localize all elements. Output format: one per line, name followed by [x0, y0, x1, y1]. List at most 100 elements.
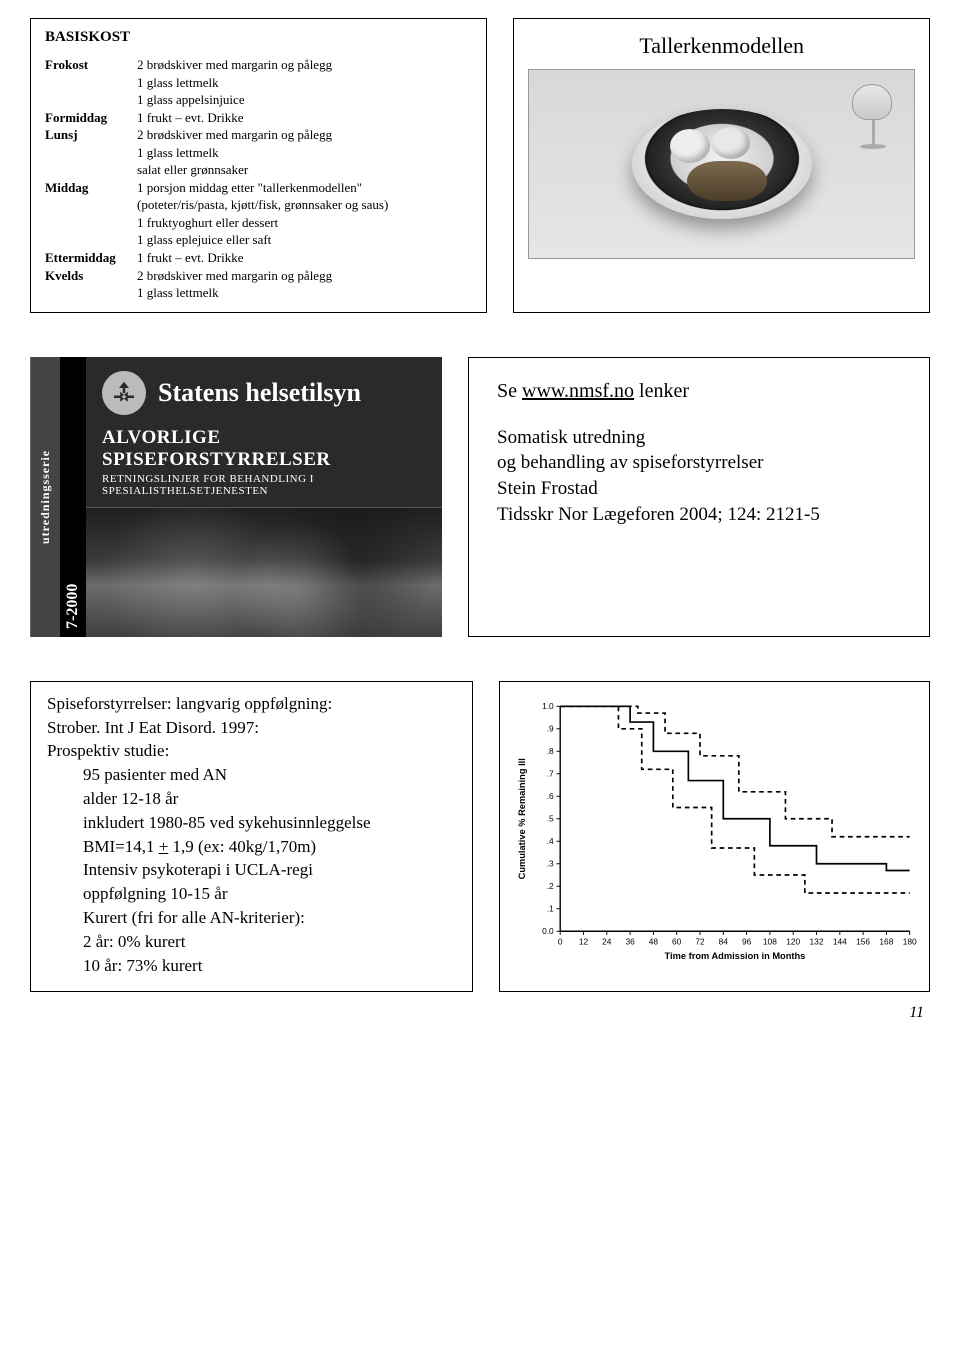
svg-text:.7: .7 [547, 769, 554, 779]
meal-label: Formiddag [45, 109, 137, 127]
svg-text:144: 144 [833, 936, 847, 946]
strober-line: inkludert 1980-85 ved sykehusinnleggelse [47, 811, 456, 835]
meal-item: 1 glass lettmelk [137, 144, 332, 162]
cover-image [86, 507, 442, 637]
svg-text:36: 36 [625, 936, 635, 946]
meal-item: 2 brødskiver med margarin og pålegg [137, 267, 332, 285]
meal-row: Formiddag1 frukt – evt. Drikke [45, 109, 472, 127]
svg-text:.3: .3 [547, 859, 554, 869]
row-1: BASISKOST Frokost2 brødskiver med margar… [30, 18, 930, 313]
meal-item: 1 glass appelsinjuice [137, 91, 332, 109]
svg-text:168: 168 [879, 936, 893, 946]
svg-text:96: 96 [742, 936, 752, 946]
page-number: 11 [30, 1004, 930, 1022]
svg-text:.2: .2 [547, 881, 554, 891]
strober-line: Intensiv psykoterapi i UCLA-regi [47, 858, 456, 882]
row-2: utredningsserie 7-2000 Statens helsetils… [30, 357, 930, 637]
lenker-line: og behandling av spiseforstyrrelser [497, 450, 909, 476]
svg-text:48: 48 [649, 936, 659, 946]
meal-item: 1 glass eplejuice eller saft [137, 231, 388, 249]
issue-number: 7-2000 [60, 357, 86, 637]
meal-item: 1 porsjon middag etter "tallerkenmodelle… [137, 179, 388, 197]
meal-item: salat eller grønnsaker [137, 161, 332, 179]
meal-label: Ettermiddag [45, 249, 137, 267]
meal-item: 2 brødskiver med margarin og pålegg [137, 126, 332, 144]
strober-panel: Spiseforstyrrelser: langvarig oppfølgnin… [30, 681, 473, 993]
lenker-line: Stein Frostad [497, 476, 909, 502]
strober-heading: Spiseforstyrrelser: langvarig oppfølgnin… [47, 694, 456, 714]
meal-items: 1 porsjon middag etter "tallerkenmodelle… [137, 179, 388, 249]
strober-sub: Prospektiv studie: [47, 739, 456, 763]
meal-items: 1 frukt – evt. Drikke [137, 109, 244, 127]
meal-items: 2 brødskiver med margarin og pålegg1 gla… [137, 56, 332, 109]
meal-items: 2 brødskiver med margarin og pålegg1 gla… [137, 267, 332, 302]
basiskost-panel: BASISKOST Frokost2 brødskiver med margar… [30, 18, 487, 313]
svg-text:120: 120 [786, 936, 800, 946]
meal-label: Lunsj [45, 126, 137, 179]
meal-list: Frokost2 brødskiver med margarin og påle… [45, 56, 472, 302]
strober-ref: Strober. Int J Eat Disord. 1997: [47, 716, 456, 740]
lenker-heading: Se www.nmsf.no lenker [497, 380, 909, 403]
svg-text:24: 24 [602, 936, 612, 946]
meal-items: 2 brødskiver med margarin og pålegg1 gla… [137, 126, 332, 179]
svg-text:156: 156 [856, 936, 870, 946]
plate-illustration [528, 69, 915, 259]
meal-label: Kvelds [45, 267, 137, 302]
meal-row: Middag1 porsjon middag etter "tallerkenm… [45, 179, 472, 249]
meal-item: 1 frukt – evt. Drikke [137, 249, 244, 267]
lenker-link[interactable]: www.nmsf.no [522, 380, 634, 402]
strober-line: oppfølgning 10-15 år [47, 882, 456, 906]
sidebar-label: utredningsserie [30, 357, 60, 637]
survival-svg: 0.0.1.2.3.4.5.6.7.8.91.00122436486072849… [510, 697, 919, 976]
meal-item: 1 glass lettmelk [137, 284, 332, 302]
meal-item: 1 glass lettmelk [137, 74, 332, 92]
strober-bullets: 95 pasienter med ANalder 12-18 årinklude… [47, 763, 456, 977]
strober-line: Kurert (fri for alle AN-kriterier): [47, 906, 456, 930]
meal-item: 2 brødskiver med margarin og pålegg [137, 56, 332, 74]
meal-row: Kvelds2 brødskiver med margarin og påleg… [45, 267, 472, 302]
meal-row: Lunsj2 brødskiver med margarin og pålegg… [45, 126, 472, 179]
svg-text:Time from Admission in Months: Time from Admission in Months [665, 951, 806, 961]
meal-label: Frokost [45, 56, 137, 109]
meal-item: 1 frukt – evt. Drikke [137, 109, 244, 127]
svg-text:.4: .4 [547, 836, 554, 846]
svg-text:12: 12 [579, 936, 589, 946]
svg-text:72: 72 [695, 936, 705, 946]
svg-text:.6: .6 [547, 791, 554, 801]
meal-label: Middag [45, 179, 137, 249]
svg-text:108: 108 [763, 936, 777, 946]
svg-text:Cumulative % Remaining Ill: Cumulative % Remaining Ill [517, 758, 527, 879]
lenker-line: Somatisk utredning [497, 425, 909, 451]
svg-text:.9: .9 [547, 724, 554, 734]
lenker-line: Tidsskr Nor Lægeforen 2004; 124: 2121-5 [497, 502, 909, 528]
svg-text:.8: .8 [547, 746, 554, 756]
cover-subtitle: RETNINGSLINJER FOR BEHANDLING I SPESIALI… [86, 471, 442, 507]
svg-text:1.0: 1.0 [542, 701, 554, 711]
helsetilsyn-cover: utredningsserie 7-2000 Statens helsetils… [30, 357, 442, 637]
lenker-panel: Se www.nmsf.no lenker Somatisk utredning… [468, 357, 930, 637]
strober-line: BMI=14,1 + 1,9 (ex: 40kg/1,70m) [47, 835, 456, 859]
lenker-suffix: lenker [634, 380, 689, 402]
strober-line: alder 12-18 år [47, 787, 456, 811]
strober-line: 10 år: 73% kurert [47, 954, 456, 978]
svg-text:0.0: 0.0 [542, 926, 554, 936]
svg-text:.5: .5 [547, 814, 554, 824]
row-3: Spiseforstyrrelser: langvarig oppfølgnin… [30, 681, 930, 993]
strober-line: 95 pasienter med AN [47, 763, 456, 787]
svg-text:0: 0 [558, 936, 563, 946]
basiskost-title: BASISKOST [45, 29, 472, 46]
lenker-body: Somatisk utredningog behandling av spise… [497, 425, 909, 528]
lenker-prefix: Se [497, 380, 522, 402]
strober-line: 2 år: 0% kurert [47, 930, 456, 954]
cover-title: ALVORLIGE SPISEFORSTYRRELSER [86, 421, 442, 471]
tallerken-panel: Tallerkenmodellen [513, 18, 930, 313]
meal-item: (poteter/ris/pasta, kjøtt/fisk, grønnsak… [137, 196, 388, 214]
meal-row: Frokost2 brødskiver med margarin og påle… [45, 56, 472, 109]
survival-chart: 0.0.1.2.3.4.5.6.7.8.91.00122436486072849… [499, 681, 930, 993]
svg-text:84: 84 [719, 936, 729, 946]
recycle-icon [102, 371, 146, 415]
tallerken-title: Tallerkenmodellen [528, 33, 915, 59]
org-name: Statens helsetilsyn [158, 378, 361, 408]
meal-items: 1 frukt – evt. Drikke [137, 249, 244, 267]
svg-text:.1: .1 [547, 904, 554, 914]
